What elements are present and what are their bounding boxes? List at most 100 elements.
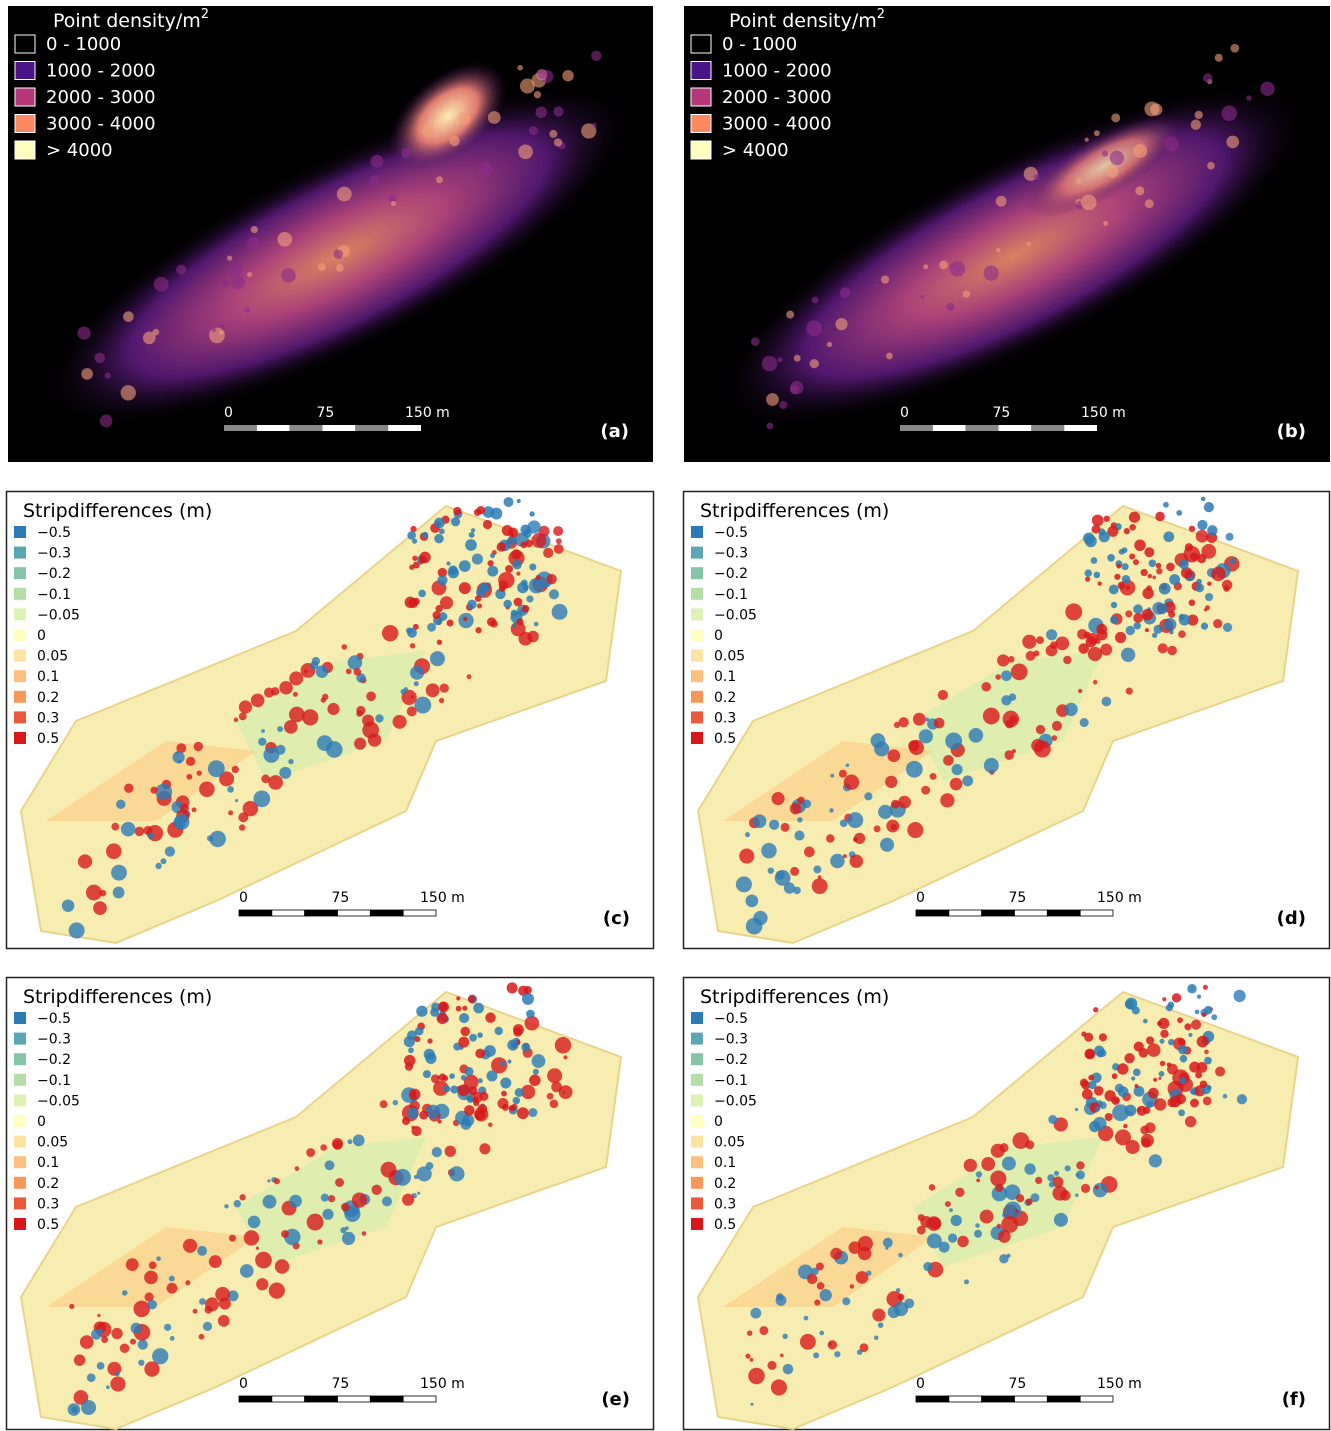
speckle [1260, 82, 1274, 96]
difference-spot [513, 1097, 520, 1104]
difference-spot [503, 600, 511, 608]
difference-spot [327, 703, 339, 715]
legend-title-text: Point density/m [53, 10, 201, 32]
difference-spot [98, 1328, 103, 1333]
difference-spot [485, 1012, 495, 1022]
difference-spot [768, 867, 774, 873]
speckle [1195, 111, 1203, 119]
difference-spot [1084, 632, 1091, 639]
speckle [1110, 151, 1124, 165]
difference-spot [483, 585, 490, 592]
difference-spot [820, 1289, 832, 1301]
legend-label: 1000 - 2000 [46, 61, 156, 82]
difference-spot [419, 556, 427, 564]
difference-spot [418, 590, 426, 598]
difference-spot [930, 773, 937, 780]
difference-spot [93, 901, 107, 915]
difference-spot [1095, 1106, 1100, 1111]
speckle [517, 65, 523, 71]
speckle [553, 106, 563, 116]
difference-spot [473, 1003, 484, 1014]
difference-spot [1200, 1080, 1208, 1088]
difference-spot [447, 620, 454, 627]
scale-label: 150 m [420, 890, 465, 906]
difference-spot [883, 1238, 893, 1248]
legend-swatch [691, 691, 703, 703]
difference-spot [1115, 1129, 1131, 1145]
difference-spot [804, 1316, 809, 1321]
speckle [1191, 119, 1201, 129]
scale-segment [272, 910, 305, 916]
speckle [923, 264, 928, 269]
legend-label: 0.05 [714, 1135, 745, 1151]
difference-spot [486, 1070, 497, 1081]
difference-spot [834, 1351, 840, 1357]
speckle [786, 311, 794, 319]
map-panel: Stripdifferences (m)−0.5−0.3−0.2−0.1−0.0… [684, 978, 1330, 1430]
speckle [391, 201, 396, 206]
difference-spot [341, 1203, 350, 1212]
difference-spot [1169, 630, 1173, 634]
difference-spot [393, 1100, 398, 1105]
speckle [996, 248, 1000, 252]
legend-label: −0.3 [37, 1032, 71, 1048]
difference-spot [415, 1027, 424, 1036]
difference-spot [898, 796, 911, 809]
difference-spot [199, 1334, 205, 1340]
speckle [484, 162, 492, 170]
difference-spot [826, 834, 834, 842]
legend-label: 0.5 [37, 1217, 59, 1233]
legend-title-text: Stripdifferences (m) [700, 986, 889, 1008]
difference-spot [533, 1069, 539, 1075]
difference-spot [898, 1253, 903, 1258]
legend-label: −0.05 [37, 607, 80, 623]
speckle [95, 353, 105, 363]
difference-spot [860, 1343, 869, 1352]
difference-spot [998, 1230, 1011, 1243]
difference-spot [1147, 1043, 1161, 1057]
difference-spot [467, 674, 472, 679]
difference-spot [479, 1143, 490, 1154]
difference-spot [86, 885, 102, 901]
difference-spot [131, 1323, 142, 1334]
scale-segment [370, 1396, 403, 1402]
legend-title-text: Stripdifferences (m) [700, 500, 889, 522]
difference-spot [412, 1126, 422, 1136]
difference-spot [475, 627, 481, 633]
difference-spot [840, 819, 848, 827]
difference-spot [976, 1178, 980, 1182]
difference-spot [477, 1032, 483, 1038]
difference-spot [289, 707, 305, 723]
difference-spot [948, 1233, 957, 1242]
legend-swatch [14, 1053, 26, 1065]
difference-spot [528, 1108, 537, 1117]
difference-spot [138, 1339, 148, 1349]
legend-swatch [691, 1156, 703, 1168]
difference-spot [1094, 1045, 1105, 1056]
legend-label: −0.5 [37, 1011, 71, 1027]
difference-spot [1156, 563, 1162, 569]
difference-spot [499, 585, 506, 592]
difference-spot [372, 1185, 382, 1195]
difference-spot [443, 1085, 450, 1092]
difference-spot [1124, 528, 1130, 534]
panel-label: (a) [600, 421, 629, 442]
difference-spot [1144, 547, 1154, 557]
difference-spot [1176, 510, 1182, 516]
scale-segment [338, 1396, 371, 1402]
difference-spot [279, 767, 291, 779]
legend-swatch [691, 62, 711, 80]
difference-spot [1117, 1063, 1128, 1074]
difference-spot [80, 1335, 94, 1349]
difference-spot [356, 706, 365, 715]
difference-spot [405, 597, 416, 608]
legend-title: Stripdifferences (m) [700, 500, 889, 522]
legend-label: 0.1 [37, 669, 59, 685]
scale-segment [388, 425, 421, 431]
difference-spot [469, 532, 475, 538]
legend-swatch [691, 35, 711, 53]
difference-spot [1052, 735, 1058, 741]
difference-spot [1163, 620, 1173, 630]
speckle [810, 359, 819, 368]
difference-spot [555, 1037, 571, 1053]
